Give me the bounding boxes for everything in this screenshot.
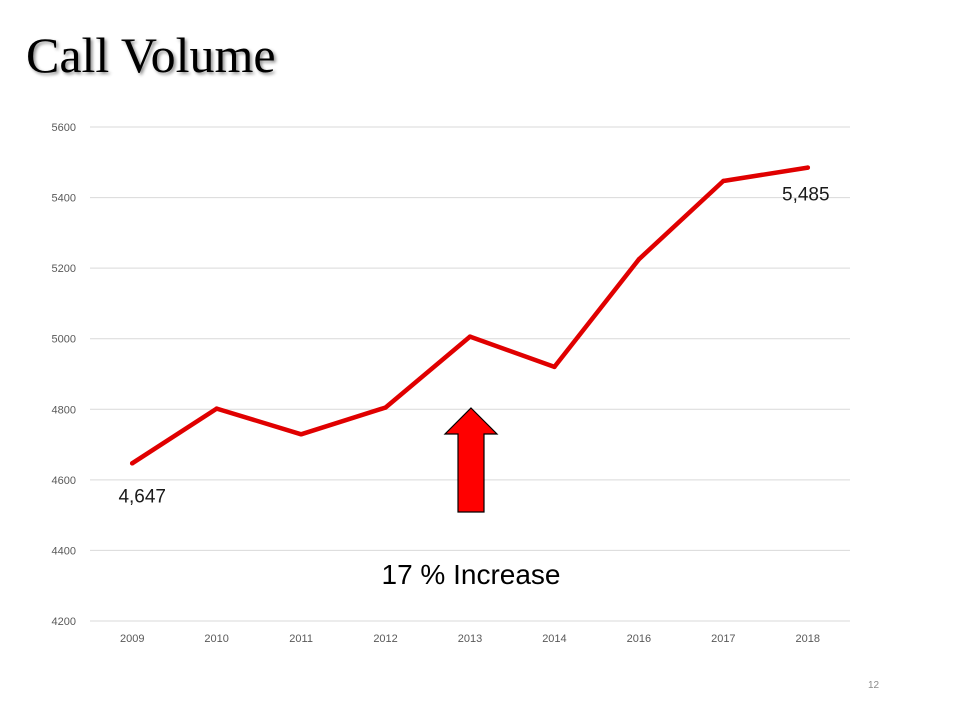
y-tick-label: 5200 — [52, 263, 76, 275]
data-point — [467, 334, 473, 339]
data-point — [552, 364, 557, 370]
gridlines — [90, 126, 850, 622]
data-point — [721, 178, 726, 184]
x-tick-label: 2010 — [204, 633, 228, 645]
data-point — [214, 406, 219, 411]
x-tick-label: 2017 — [711, 633, 735, 645]
x-axis-ticks: 2009 2010 2011 2012 2013 2014 2016 2017 2018 — [120, 633, 820, 645]
increase-arrow-icon — [443, 407, 499, 513]
y-tick-label: 4600 — [52, 475, 76, 487]
y-tick-label: 5000 — [52, 334, 76, 346]
slide-title: Call Volume — [26, 27, 276, 83]
x-tick-label: 2009 — [120, 633, 144, 645]
data-point — [298, 432, 304, 437]
x-tick-label: 2018 — [796, 633, 820, 645]
data-label-2018: 5,485 — [782, 185, 830, 206]
page-number: 12 — [868, 680, 880, 691]
annotations: 17 % Increase — [382, 407, 561, 590]
x-tick-label: 2016 — [627, 633, 651, 645]
y-axis-ticks: 4200 4400 4600 4800 5000 5200 5400 5600 — [52, 122, 76, 628]
y-tick-label: 4400 — [52, 545, 76, 557]
data-point — [805, 165, 810, 170]
y-tick-label: 5400 — [52, 193, 76, 205]
data-point — [130, 461, 135, 466]
y-tick-label: 5600 — [52, 122, 76, 134]
data-point — [636, 257, 642, 262]
x-tick-label: 2014 — [542, 633, 566, 645]
data-labels: 4,647 5,485 — [118, 185, 829, 508]
y-tick-label: 4800 — [52, 404, 76, 416]
increase-annotation: 17 % Increase — [382, 559, 561, 590]
x-tick-label: 2012 — [373, 633, 397, 645]
y-tick-label: 4200 — [52, 616, 76, 628]
data-label-2009: 4,647 — [118, 486, 166, 507]
data-point — [383, 405, 388, 410]
x-tick-label: 2013 — [458, 633, 482, 645]
x-tick-label: 2011 — [289, 633, 313, 645]
series-layer — [129, 165, 811, 466]
